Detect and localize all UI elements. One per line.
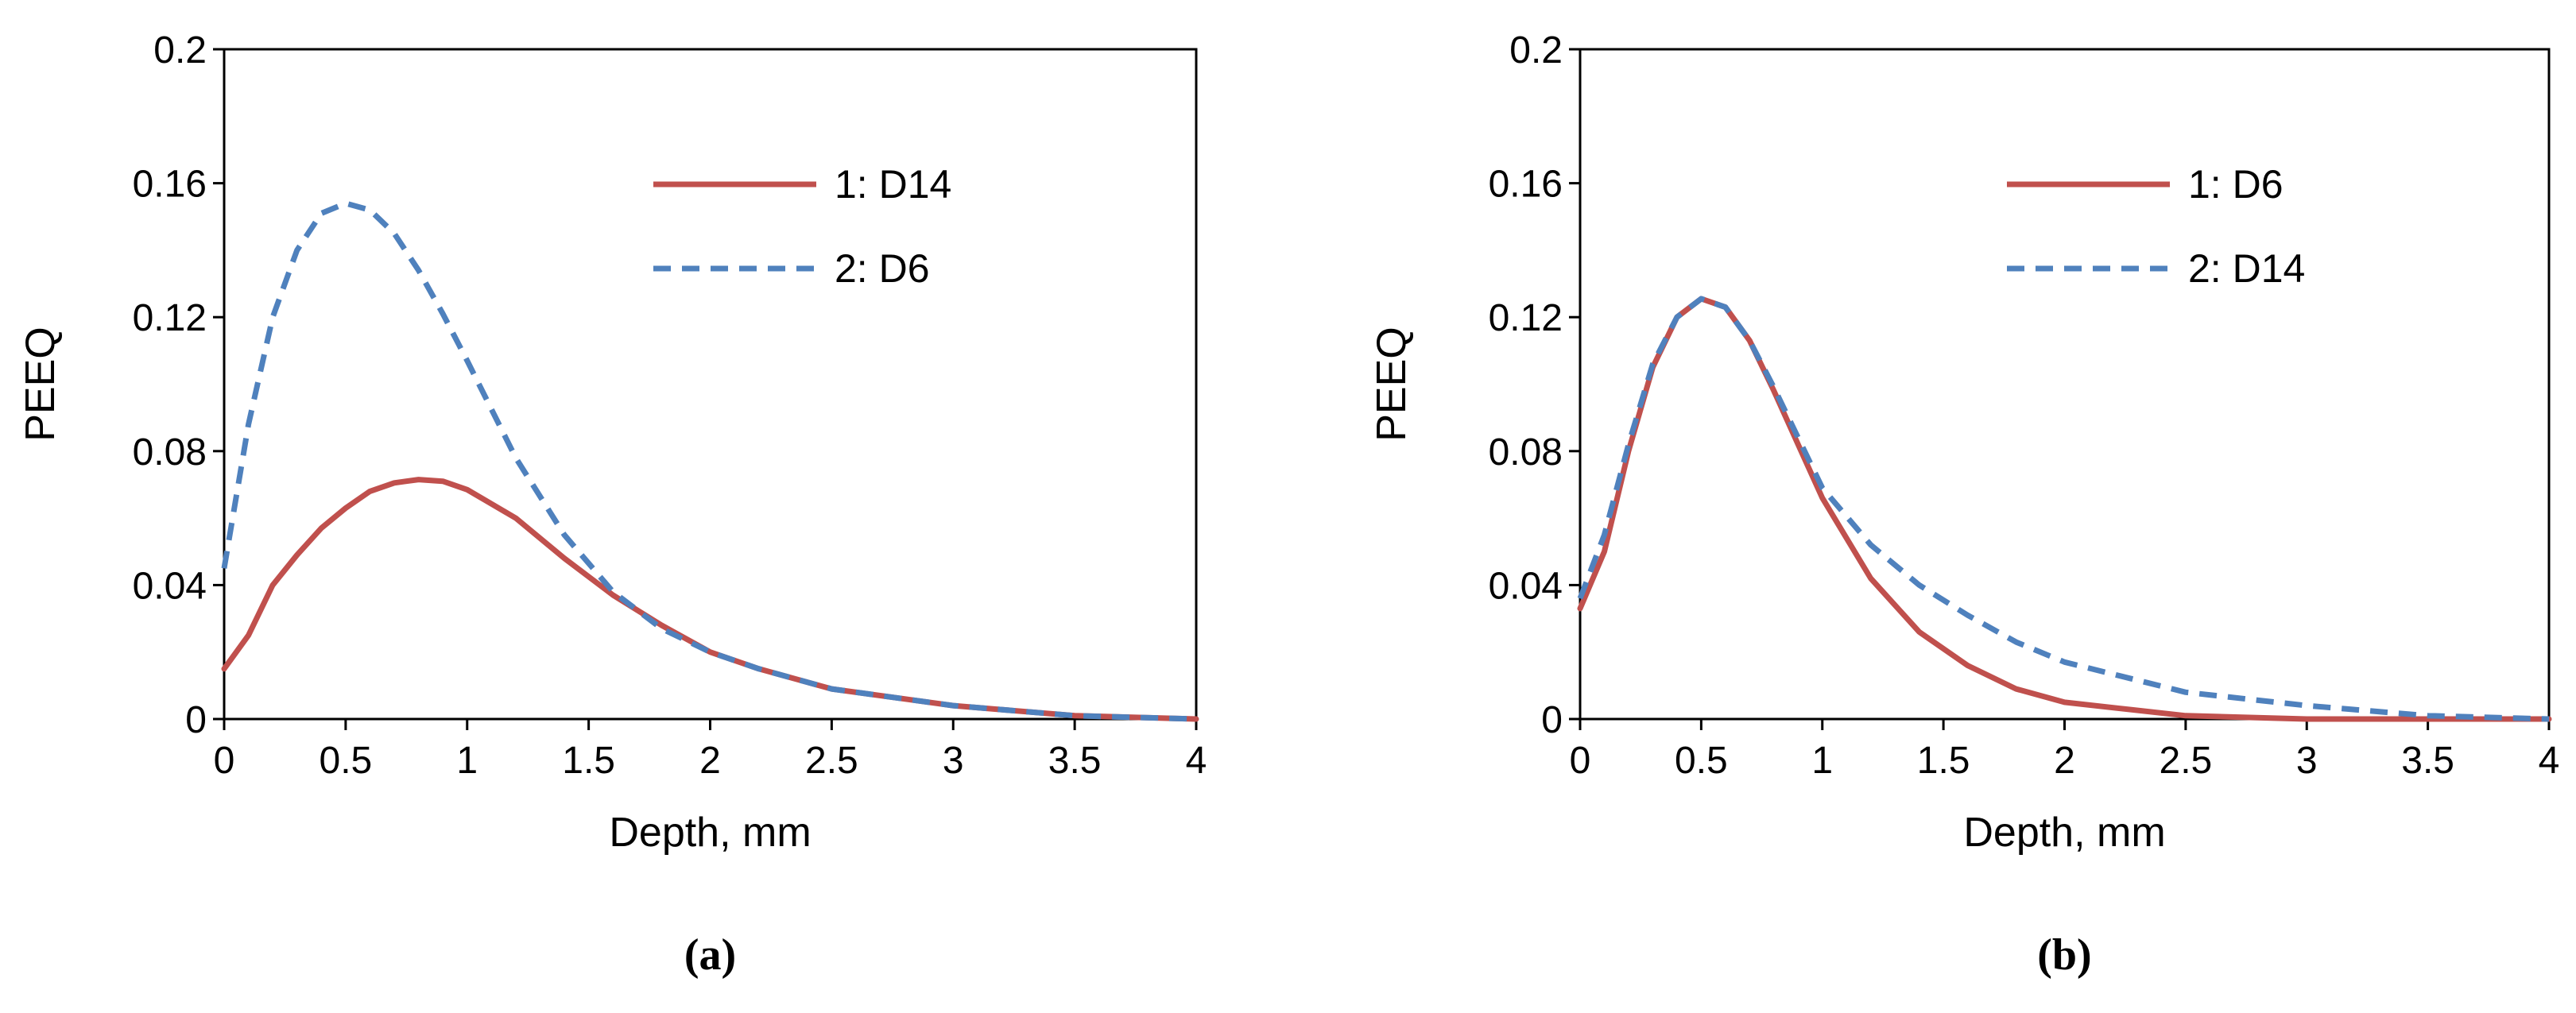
x-tick-label: 3 [2296, 740, 2318, 782]
x-tick-label: 3.5 [2401, 740, 2454, 782]
y-tick-label: 0.16 [133, 164, 207, 206]
y-axis-title: PEEQ [17, 327, 64, 442]
y-tick-label: 0.2 [1509, 29, 1563, 72]
y-tick-label: 0.04 [133, 565, 207, 607]
x-tick-label: 0 [214, 740, 235, 782]
y-tick-label: 0.04 [1489, 565, 1563, 607]
x-tick-label: 1 [1811, 740, 1833, 782]
x-tick-label: 0.5 [1675, 740, 1728, 782]
plot-frame [223, 48, 1198, 721]
legend-label-2: 2: D6 [835, 246, 930, 291]
series-line-1 [1577, 296, 2552, 722]
x-tick-label: 1 [456, 740, 478, 782]
y-tick-label: 0.08 [1489, 431, 1563, 474]
y-tick-label: 0.16 [1489, 164, 1563, 206]
series-line-2 [221, 200, 1197, 722]
y-tick-label: 0 [185, 699, 207, 741]
y-tick-label: 0.12 [133, 297, 207, 339]
x-tick-label: 4 [1186, 740, 1207, 782]
series-line-2 [1577, 296, 2550, 722]
x-tick-label: 4 [2539, 740, 2560, 782]
series-line-1 [221, 477, 1199, 722]
x-tick-label: 1.5 [562, 740, 615, 782]
x-axis-title: Depth, mm [1963, 810, 2165, 856]
chart-panel-1: 0 0.04 0.08 0.12 0.16 0.2 0 0.5 1 1.5 2 2.5 3 3.5 4 Dep… [17, 29, 1207, 980]
y-tick-label: 0.12 [1489, 297, 1563, 339]
x-axis-title: Depth, mm [609, 810, 811, 856]
x-tick-label: 2 [699, 740, 721, 782]
panel-label: (b) [2037, 930, 2091, 980]
legend-label-2: 2: D14 [2188, 246, 2305, 291]
chart-panel-2: 0 0.04 0.08 0.12 0.16 0.2 0 0.5 1 1.5 2 2.5 3 3.5 4 Dep… [1369, 29, 2559, 980]
x-tick-label: 0 [1570, 740, 1591, 782]
x-tick-label: 2 [2054, 740, 2075, 782]
plot-frame [1579, 48, 2551, 721]
x-tick-label: 3 [943, 740, 964, 782]
x-tick-label: 0.5 [320, 740, 373, 782]
legend-label-1: 1: D14 [835, 162, 951, 207]
x-tick-label: 2.5 [805, 740, 858, 782]
panel-label: (a) [684, 930, 736, 980]
y-tick-label: 0 [1541, 699, 1563, 741]
x-tick-label: 3.5 [1048, 740, 1102, 782]
y-axis-title: PEEQ [1369, 327, 1415, 442]
y-tick-label: 0.2 [153, 29, 207, 72]
legend-label-1: 1: D6 [2188, 162, 2284, 207]
x-tick-label: 1.5 [1917, 740, 1970, 782]
x-tick-label: 2.5 [2160, 740, 2213, 782]
y-tick-label: 0.08 [133, 431, 207, 474]
